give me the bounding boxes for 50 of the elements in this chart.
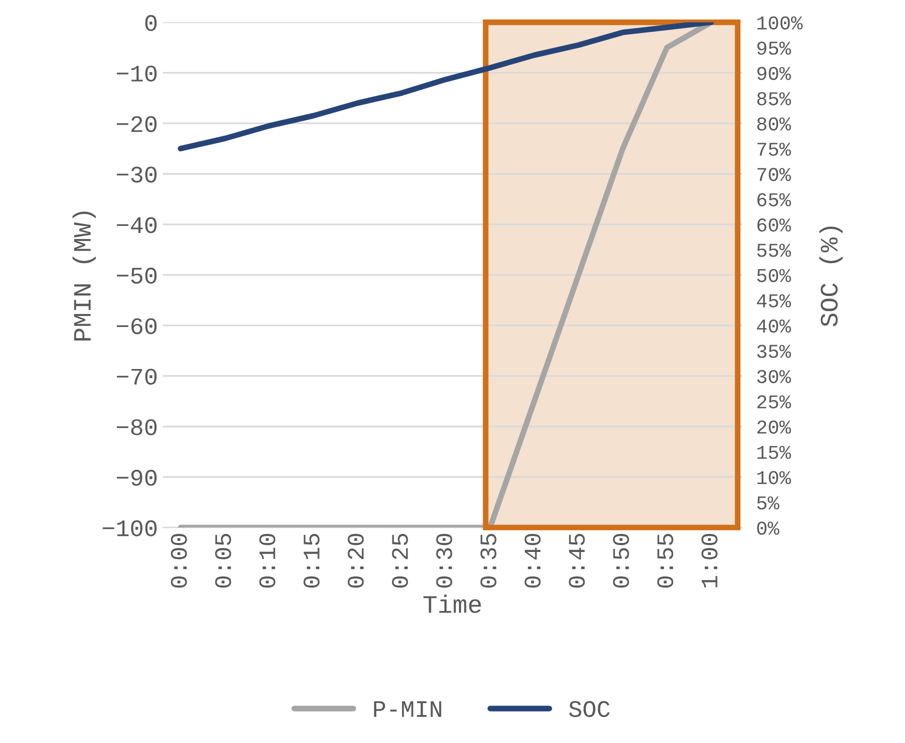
x-tick-label: 0:55 — [657, 534, 674, 588]
legend-label: P-MIN — [374, 701, 442, 717]
y-tick-label: −100 — [102, 520, 157, 536]
y-tick-label: 0 — [145, 15, 157, 32]
y2-tick-label: 20% — [757, 420, 792, 434]
x-axis-title: Time — [423, 594, 481, 613]
x-tick-label: 0:05 — [215, 534, 232, 588]
y2-tick-label: 65% — [757, 193, 792, 206]
y2-tick-label: 30% — [757, 370, 792, 384]
y2-tick-label: 95% — [757, 42, 792, 55]
y-tick-label: −90 — [116, 470, 157, 486]
y-tick-label: −10 — [116, 66, 157, 82]
y2-tick-label: 75% — [757, 142, 792, 156]
x-tick-label: 0:30 — [436, 534, 452, 588]
legend-label: SOC — [569, 701, 610, 718]
y2-tick-label: 0% — [757, 522, 780, 535]
y-tick-label: −20 — [116, 116, 157, 132]
y2-tick-label: 55% — [757, 244, 792, 257]
y2-tick-label: 45% — [756, 294, 792, 308]
x-tick-label: 0:20 — [348, 534, 364, 588]
y2-tick-label: 70% — [757, 168, 792, 182]
y2-tick-label: 85% — [757, 92, 792, 106]
x-tick-label: 0:00 — [170, 534, 187, 588]
x-tick-label: 0:50 — [613, 534, 630, 588]
y2-tick-label: 15% — [757, 446, 792, 459]
y2-tick-label: 10% — [757, 471, 792, 484]
y2-tick-label: 100% — [757, 16, 803, 30]
x-tick-label: 1:00 — [701, 534, 718, 588]
y2-tick-label: 80% — [757, 117, 792, 131]
x-tick-label: 0:40 — [524, 534, 541, 588]
y2-tick-label: 90% — [757, 66, 792, 80]
y2-tick-label: 50% — [757, 268, 792, 282]
x-tick-label: 0:25 — [392, 534, 408, 588]
y-axis-title: PMIN (MW) — [72, 212, 96, 340]
y2-tick-label: 60% — [757, 218, 792, 232]
x-tick-label: 0:15 — [304, 534, 320, 588]
y-tick-label: −70 — [116, 368, 157, 385]
y-tick-label: −30 — [116, 166, 157, 183]
x-tick-label: 0:10 — [259, 534, 276, 588]
y2-axis-title: SOC (%) — [819, 226, 843, 326]
x-tick-label: 0:35 — [480, 534, 496, 588]
y2-tick-label: 5% — [757, 496, 780, 510]
y-tick-label: −50 — [116, 268, 157, 284]
y2-tick-label: 25% — [757, 395, 792, 408]
y2-tick-label: 40% — [756, 319, 792, 333]
y2-tick-label: 35% — [757, 344, 792, 358]
x-tick-label: 0:45 — [568, 534, 585, 588]
y-tick-label: −40 — [116, 217, 157, 234]
y-tick-label: −60 — [116, 318, 157, 334]
y-tick-label: −80 — [116, 419, 157, 436]
